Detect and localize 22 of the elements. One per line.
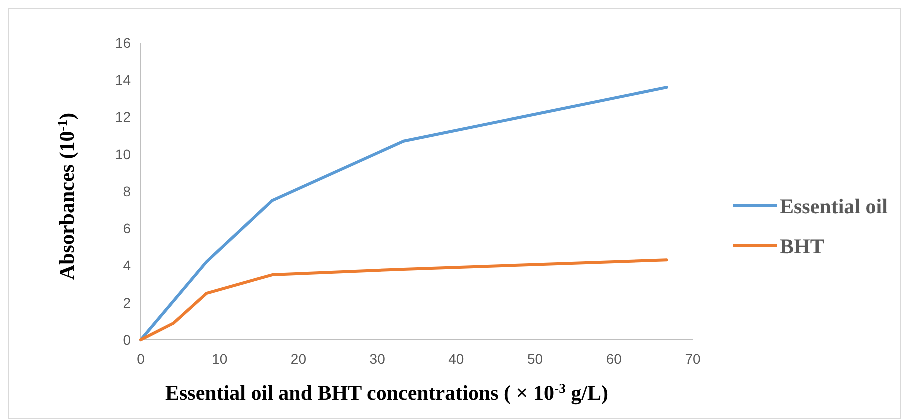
x-tick-label: 20: [290, 351, 307, 367]
y-tick-label: 12: [115, 109, 132, 126]
y-tick-label: 6: [123, 220, 132, 237]
y-tick-label: 4: [123, 258, 132, 274]
line-series: [140, 86, 668, 342]
x-tick-label: 10: [212, 351, 228, 367]
y-tick-label: 10: [115, 146, 132, 162]
line-series: [140, 258, 668, 342]
x-tick-label: 60: [606, 351, 622, 367]
y-tick-label: 16: [115, 34, 132, 51]
x-tick-label: 40: [448, 351, 464, 367]
y-tick-label: 14: [115, 72, 132, 88]
x-tick-label: 50: [527, 351, 544, 367]
x-tick-label: 30: [370, 351, 386, 367]
legend-label: BHT: [780, 234, 824, 258]
x-tick-label: 0: [137, 351, 146, 367]
legend-label: Essential oil: [780, 194, 888, 218]
y-tick-label: 8: [123, 183, 132, 200]
x-axis-title: Essential oil and BHT concentrations ( × 10$^{-3}$ g/L): [165, 380, 609, 405]
y-tick-label: 0: [123, 332, 132, 348]
x-tick-label: 70: [685, 351, 701, 367]
y-tick-label: 2: [123, 294, 132, 311]
